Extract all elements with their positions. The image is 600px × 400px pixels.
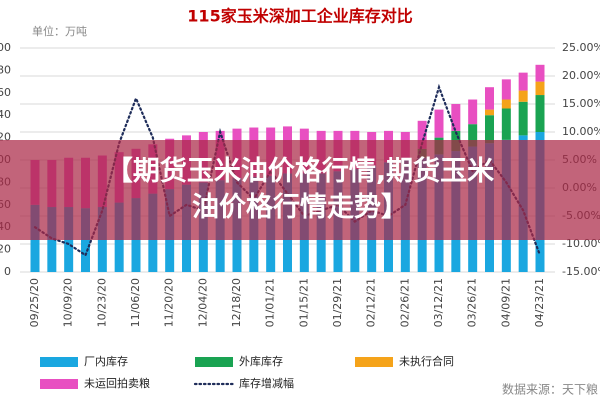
x-tick-label: 02/26/21 (398, 278, 411, 327)
x-tick-label: 02/12/21 (365, 278, 378, 327)
legend-label: 外库库存 (239, 354, 283, 368)
x-tick-label: 09/25/20 (28, 278, 41, 327)
bar-segment (501, 79, 511, 100)
x-tick-label: 01/01/21 (264, 278, 277, 327)
overlay-line: 【期货玉米油价格行情,期货玉米 (105, 156, 495, 187)
legend-label: 厂内库存 (84, 354, 128, 368)
y-tick-label: 160 (0, 86, 11, 99)
x-tick-label: 12/18/20 (230, 278, 243, 327)
bar-segment (485, 87, 494, 110)
x-tick-label: 01/29/21 (331, 278, 344, 327)
y-tick-label: 200 (0, 41, 11, 54)
bar-segment (417, 120, 427, 149)
chart-title: 115家玉米深加工企业库存对比 (187, 7, 412, 26)
x-tick-label: 01/15/21 (297, 278, 310, 327)
bar-segment (434, 109, 444, 138)
bar-segment (485, 115, 494, 144)
source: 数据来源：天下粮 (502, 382, 598, 397)
bar-segment (468, 124, 478, 147)
bar-segment (501, 99, 511, 109)
x-tick-label: 11/06/20 (129, 278, 142, 327)
y2-tick-label: 20.00% (562, 69, 600, 82)
x-tick-label: 03/26/21 (466, 278, 479, 327)
x-tick-label: 10/09/20 (62, 278, 75, 327)
y2-tick-label: -15.00% (562, 265, 600, 278)
legend-label: 未运回拍卖粮 (84, 376, 150, 390)
bar-segment (535, 64, 545, 82)
bar-segment (535, 81, 545, 96)
legend-swatch (355, 357, 393, 367)
bar-segment (81, 208, 90, 272)
legend-swatch (40, 357, 78, 367)
x-tick-label: 12/04/20 (196, 278, 209, 327)
bar-segment (451, 104, 461, 131)
y-tick-label: 180 (0, 63, 11, 76)
x-tick-label: 04/09/21 (499, 278, 512, 327)
legend-label: 库存增减幅 (239, 376, 294, 390)
bar-segment (485, 109, 494, 116)
x-tick-label: 04/23/21 (533, 278, 546, 327)
bar-segment (535, 95, 545, 132)
y2-tick-label: 15.00% (562, 97, 600, 110)
y-tick-label: 20 (0, 243, 11, 256)
x-tick-label: 10/23/20 (95, 278, 108, 327)
overlay-banner: 【期货玉米油价格行情,期货玉米 油价格行情走势】 (0, 140, 600, 240)
bar-segment (501, 108, 511, 140)
legend-label: 未执行合同 (399, 354, 454, 368)
bar-segment (518, 90, 528, 102)
y2-tick-label: 25.00% (562, 41, 600, 54)
bar-segment (518, 101, 528, 136)
bar-segment (518, 72, 528, 91)
legend-swatch (195, 357, 233, 367)
bar-segment (468, 99, 478, 125)
y2-tick-label: -10.00% (562, 237, 600, 250)
x-tick-label: 03/12/21 (432, 278, 445, 327)
y-tick-label: 120 (0, 131, 11, 144)
y2-tick-label: 10.00% (562, 125, 600, 138)
legend-swatch (40, 379, 78, 389)
overlay-line: 油价格行情走势】 (192, 192, 408, 223)
y-tick-label: 140 (0, 108, 11, 121)
y-axis-label: 单位：万吨 (32, 24, 87, 38)
y-tick-label: 0 (4, 265, 11, 278)
x-tick-label: 11/20/20 (163, 278, 176, 327)
